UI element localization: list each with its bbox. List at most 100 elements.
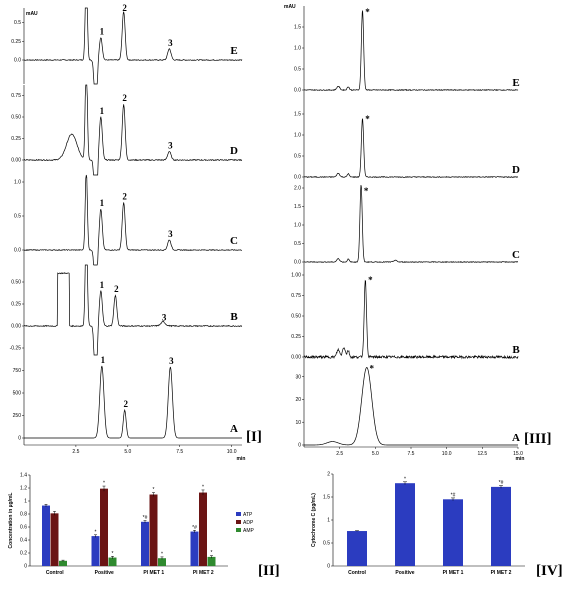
legend-label-ii-AMP: AMP — [243, 528, 255, 534]
trace-iii-A — [304, 367, 518, 446]
trace-i-C — [23, 174, 243, 266]
sig-mark-ii: * — [103, 481, 105, 487]
trace-i-B — [23, 264, 243, 356]
y-tick-label-i: 0.5 — [14, 20, 21, 26]
y-tick-label-ii: 0.8 — [20, 512, 27, 518]
panel-label-i: [I] — [246, 429, 262, 445]
trace-label-iii-B: B — [512, 344, 520, 356]
bar-ii-AMP-0 — [59, 560, 67, 566]
y-tick-label-i: 0.25 — [11, 136, 21, 142]
x-tick-label-i: 10.0 — [227, 449, 237, 455]
peak-label-i-C-2: 2 — [122, 191, 127, 201]
y-tick-label-i: 0.5 — [14, 214, 21, 220]
panel-label-iii: [III] — [524, 431, 552, 447]
y-tick-label-i: 0.0 — [14, 248, 21, 254]
legend-swatch-ii-AMP — [236, 528, 241, 532]
y-tick-label-iv: 2 — [327, 472, 330, 478]
x-tick-label-iii: 10.0 — [442, 451, 452, 457]
peak-marker-iii-B: * — [368, 275, 373, 285]
y-tick-label-iii: 0.0 — [294, 175, 301, 181]
trace-i-E — [23, 7, 243, 85]
sig-mark-ii: * — [211, 550, 213, 556]
y-tick-label-ii: 0.2 — [20, 551, 27, 557]
trace-iii-E — [303, 10, 519, 92]
y-tick-label-ii: 1.4 — [20, 473, 27, 479]
y-unit-label-iii: mAU — [284, 4, 296, 10]
category-label-iv-2: PI MET 1 — [443, 570, 464, 576]
peak-label-i-A-3: 3 — [169, 356, 174, 366]
sig-mark-ii: * — [112, 551, 114, 557]
y-tick-label-iv: 1 — [327, 518, 330, 524]
x-tick-label-iii: 5.0 — [372, 451, 379, 457]
sig-mark-iv: * — [404, 476, 406, 482]
y-tick-label-ii: 0.6 — [20, 525, 27, 531]
trace-label-i-D: D — [230, 145, 238, 157]
y-tick-label-iii: 0.0 — [294, 260, 301, 266]
y-tick-label-iii: 1.5 — [294, 25, 301, 31]
peak-label-i-B-1: 1 — [100, 280, 105, 290]
trace-label-iii-C: C — [512, 249, 520, 261]
y-tick-label-i: 0.50 — [11, 280, 21, 286]
bar-ii-ADP-0 — [50, 513, 59, 566]
x-tick-label-iii: 12.5 — [477, 451, 487, 457]
peak-label-i-E-2: 2 — [122, 3, 127, 13]
x-tick-label-i: 2.5 — [72, 449, 79, 455]
y-tick-label-iii: 1.00 — [291, 273, 301, 279]
bar-ii-ADP-1 — [100, 488, 108, 566]
legend-label-ii-ATP: ATP — [243, 512, 253, 518]
y-tick-label-iii: 10 — [295, 420, 301, 426]
y-tick-label-iii: 1.5 — [294, 204, 301, 210]
legend-swatch-ii-ADP — [236, 520, 241, 524]
bar-iv-3 — [491, 486, 511, 566]
y-tick-label-iii: 20 — [295, 397, 301, 403]
trace-iii-D — [303, 118, 519, 179]
trace-label-iii-A: A — [512, 432, 520, 444]
y-tick-label-i: 0.00 — [11, 324, 21, 330]
bar-ii-ADP-2 — [149, 494, 158, 566]
bar-ii-AMP-1 — [108, 557, 117, 566]
category-label-ii-3: PI MET 2 — [193, 570, 214, 576]
bar-ii-ATP-1 — [91, 536, 100, 566]
y-tick-label-iv: 1.5 — [323, 495, 330, 501]
y-tick-label-i: 0.0 — [14, 58, 21, 64]
peak-marker-iii-C: * — [364, 186, 369, 196]
panel-label-ii: [II] — [258, 563, 280, 579]
x-unit-label-i: min — [237, 456, 246, 462]
legend-swatch-ii-ATP — [236, 512, 241, 516]
y-tick-label-iv: 0.5 — [323, 541, 330, 547]
peak-marker-iii-E: * — [365, 7, 370, 17]
peak-label-i-D-1: 1 — [100, 106, 105, 116]
y-tick-label-iv: 0 — [327, 564, 330, 570]
x-unit-label-iii: min — [516, 456, 525, 462]
sig-mark-iv: *# — [499, 480, 504, 486]
sig-mark-ii: *# — [143, 515, 148, 521]
x-tick-label-i: 5.0 — [124, 449, 131, 455]
peak-marker-iii-A: * — [370, 363, 375, 373]
y-tick-label-i: 250 — [13, 413, 22, 419]
y-tick-label-ii: 1.2 — [20, 486, 27, 492]
panel-label-iv: [IV] — [536, 563, 563, 579]
peak-label-i-C-1: 1 — [100, 198, 105, 208]
peak-label-i-D-3: 3 — [168, 140, 173, 150]
sig-mark-ii: *# — [192, 525, 197, 531]
category-label-iv-0: Control — [348, 570, 366, 576]
legend-label-ii-ADP: ADP — [243, 520, 254, 526]
category-label-ii-2: PI MET 1 — [143, 570, 164, 576]
y-tick-label-iii: 1.5 — [294, 112, 301, 118]
y-tick-label-iii: 1.0 — [294, 223, 301, 229]
y-tick-label-iii: 0.5 — [294, 154, 301, 160]
sig-mark-ii: * — [202, 484, 204, 490]
bar-iv-2 — [443, 499, 463, 566]
peak-label-i-E-3: 3 — [168, 38, 173, 48]
y-tick-label-i: 0 — [18, 436, 21, 442]
trace-label-i-B: B — [230, 311, 238, 323]
y-tick-label-iii: 0.0 — [294, 88, 301, 94]
y-tick-label-iii: 2.0 — [294, 186, 301, 192]
bar-iv-1 — [395, 483, 415, 566]
category-label-ii-1: Positive — [95, 570, 114, 576]
trace-label-iii-E: E — [512, 77, 519, 89]
bar-ii-AMP-2 — [158, 558, 166, 566]
y-tick-label-i: 500 — [13, 391, 22, 397]
sig-mark-ii: * — [153, 487, 155, 493]
